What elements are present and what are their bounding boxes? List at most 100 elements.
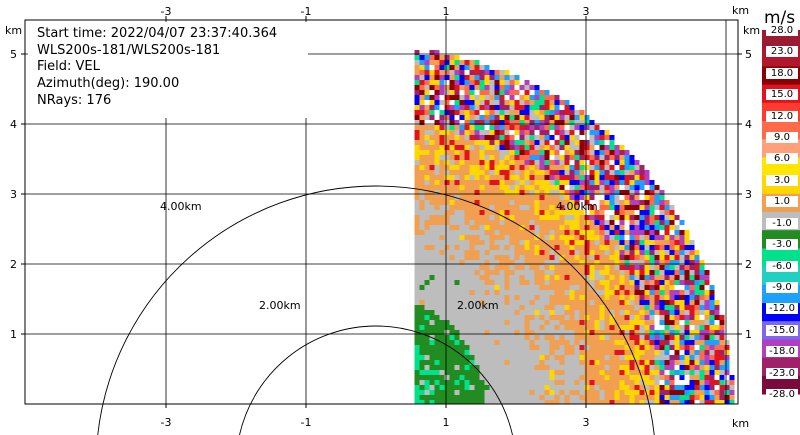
- velocity-cell: [579, 120, 585, 125]
- velocity-cell: [489, 275, 495, 280]
- velocity-cell: [464, 260, 470, 265]
- velocity-cell: [429, 375, 435, 380]
- velocity-cell: [509, 345, 515, 350]
- velocity-cell: [474, 200, 480, 205]
- instrument-text: WLS200s-181/WLS200s-181: [37, 43, 221, 58]
- velocity-cell: [684, 250, 690, 255]
- velocity-cell: [434, 380, 440, 385]
- velocity-cell: [484, 250, 490, 255]
- velocity-cell: [419, 235, 425, 240]
- velocity-cell: [579, 330, 585, 335]
- velocity-cell: [654, 345, 660, 350]
- velocity-cell: [559, 205, 565, 210]
- velocity-cell: [669, 320, 675, 325]
- velocity-cell: [539, 375, 545, 380]
- velocity-cell: [549, 385, 555, 390]
- velocity-cell: [489, 80, 495, 85]
- velocity-cell: [534, 235, 540, 240]
- velocity-cell: [459, 70, 465, 75]
- velocity-cell: [424, 250, 430, 255]
- velocity-cell: [619, 195, 625, 200]
- velocity-cell: [564, 305, 570, 310]
- velocity-cell: [674, 260, 680, 265]
- velocity-cell: [529, 170, 535, 175]
- velocity-cell: [599, 295, 605, 300]
- velocity-cell: [584, 125, 590, 130]
- velocity-cell: [639, 215, 645, 220]
- velocity-cell: [649, 240, 655, 245]
- velocity-cell: [534, 155, 540, 160]
- velocity-cell: [529, 375, 535, 380]
- velocity-cell: [684, 380, 690, 385]
- velocity-cell: [484, 100, 490, 105]
- velocity-cell: [414, 360, 420, 365]
- velocity-cell: [474, 155, 480, 160]
- velocity-cell: [574, 300, 580, 305]
- velocity-cell: [484, 185, 490, 190]
- velocity-cell: [464, 150, 470, 155]
- velocity-cell: [529, 210, 535, 215]
- velocity-cell: [659, 275, 665, 280]
- velocity-cell: [414, 175, 420, 180]
- velocity-cell: [504, 345, 510, 350]
- velocity-cell: [729, 380, 735, 385]
- velocity-cell: [599, 270, 605, 275]
- velocity-cell: [509, 350, 515, 355]
- velocity-cell: [589, 290, 595, 295]
- velocity-cell: [569, 300, 575, 305]
- velocity-cell: [524, 195, 530, 200]
- velocity-cell: [569, 265, 575, 270]
- velocity-cell: [694, 315, 700, 320]
- velocity-cell: [629, 310, 635, 315]
- velocity-cell: [549, 145, 555, 150]
- velocity-cell: [464, 295, 470, 300]
- velocity-cell: [469, 70, 475, 75]
- velocity-cell: [604, 270, 610, 275]
- velocity-cell: [504, 105, 510, 110]
- velocity-cell: [649, 305, 655, 310]
- velocity-cell: [624, 280, 630, 285]
- velocity-cell: [494, 265, 500, 270]
- velocity-cell: [604, 190, 610, 195]
- colorbar-tick-label: 9.0: [766, 132, 798, 144]
- velocity-cell: [579, 150, 585, 155]
- velocity-cell: [424, 125, 430, 130]
- velocity-cell: [514, 315, 520, 320]
- velocity-cell: [569, 230, 575, 235]
- velocity-cell: [659, 300, 665, 305]
- velocity-cell: [534, 285, 540, 290]
- velocity-cell: [489, 260, 495, 265]
- velocity-cell: [564, 235, 570, 240]
- velocity-cell: [649, 295, 655, 300]
- velocity-cell: [589, 160, 595, 165]
- velocity-cell: [479, 340, 485, 345]
- velocity-cell: [714, 365, 720, 370]
- velocity-cell: [614, 185, 620, 190]
- velocity-cell: [714, 320, 720, 325]
- velocity-cell: [524, 295, 530, 300]
- velocity-cell: [414, 180, 420, 185]
- velocity-cell: [489, 305, 495, 310]
- velocity-cell: [434, 270, 440, 275]
- velocity-cell: [469, 150, 475, 155]
- velocity-cell: [464, 400, 470, 404]
- velocity-cell: [499, 210, 505, 215]
- velocity-cell: [419, 135, 425, 140]
- velocity-cell: [644, 305, 650, 310]
- velocity-cell: [664, 225, 670, 230]
- velocity-cell: [659, 230, 665, 235]
- velocity-cell: [524, 345, 530, 350]
- velocity-cell: [704, 275, 710, 280]
- velocity-cell: [494, 220, 500, 225]
- velocity-cell: [489, 365, 495, 370]
- velocity-cell: [644, 280, 650, 285]
- velocity-cell: [534, 220, 540, 225]
- velocity-cell: [429, 285, 435, 290]
- velocity-cell: [414, 330, 420, 335]
- velocity-cell: [514, 155, 520, 160]
- velocity-cell: [529, 125, 535, 130]
- velocity-cell: [594, 400, 600, 404]
- velocity-cell: [719, 395, 725, 400]
- velocity-cell: [559, 345, 565, 350]
- velocity-cell: [559, 395, 565, 400]
